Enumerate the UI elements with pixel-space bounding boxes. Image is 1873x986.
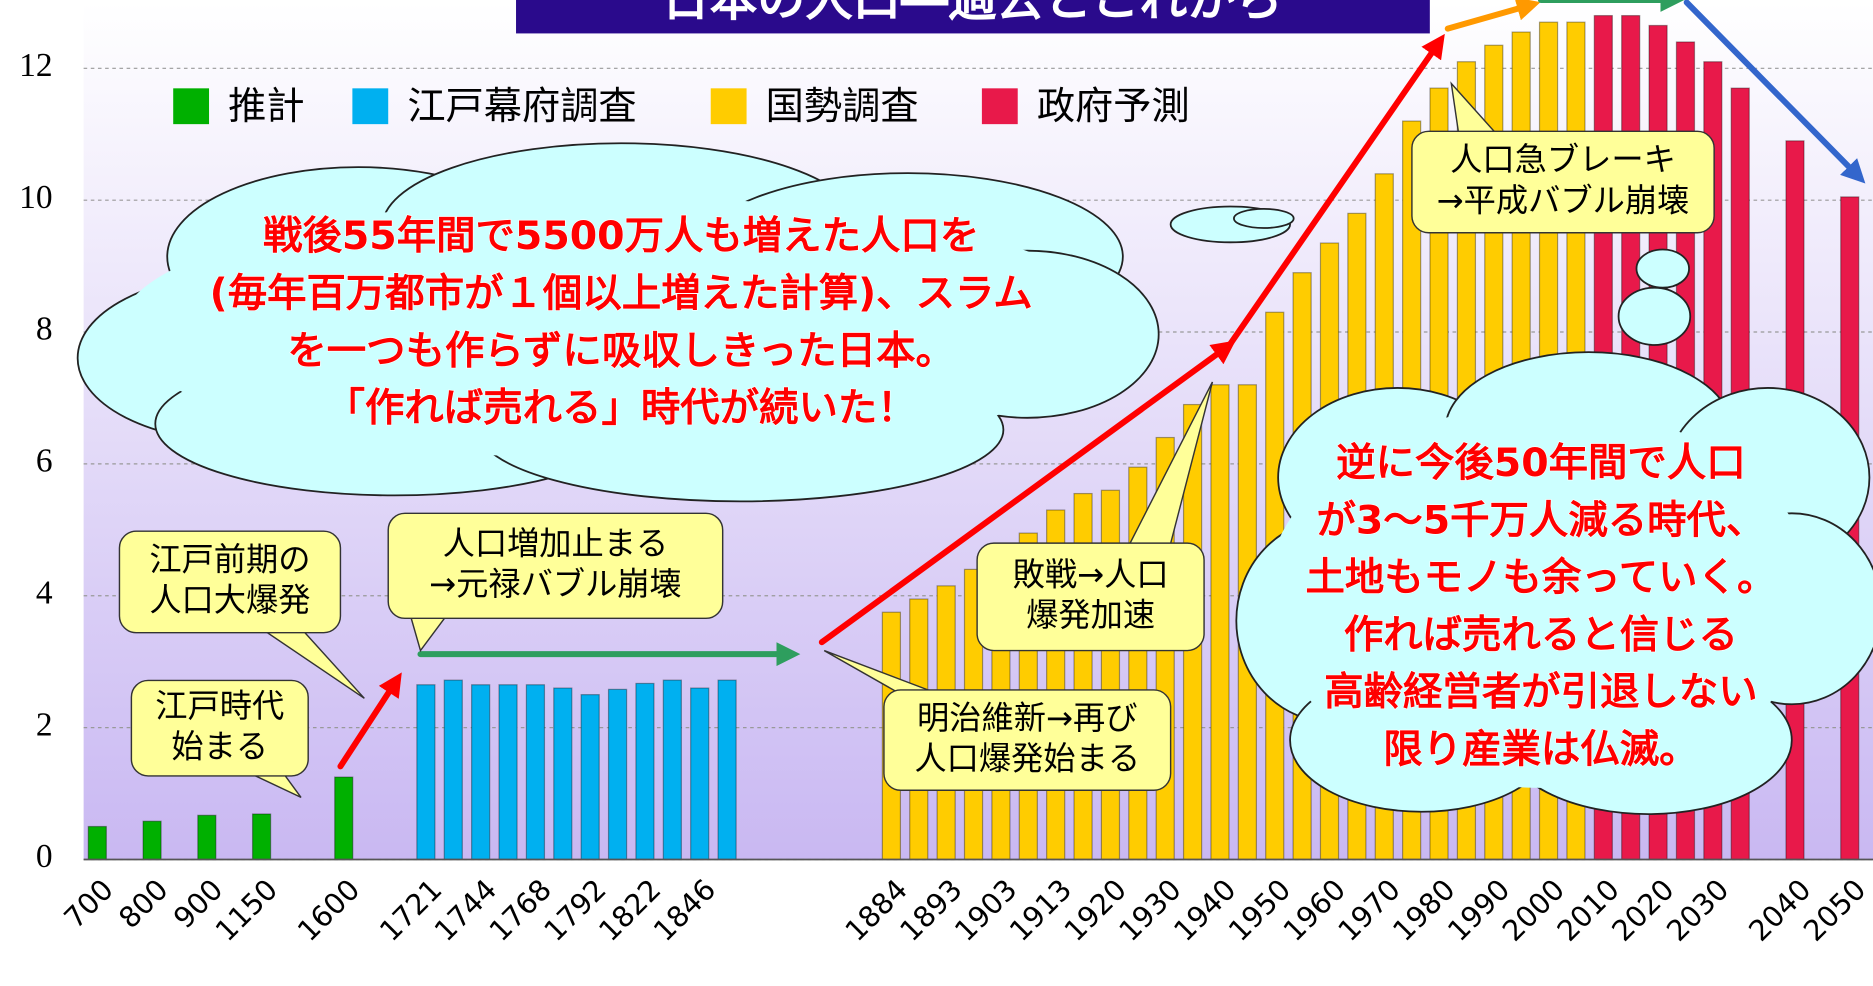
callout-text: 始まる	[171, 727, 268, 765]
y-tick-label: 6	[36, 443, 53, 480]
bar	[253, 814, 271, 859]
bar	[554, 688, 572, 859]
bar	[417, 685, 435, 860]
x-tick-label: 1950	[1222, 872, 1298, 948]
cloud-text: 高齢経営者が引退しない	[1324, 669, 1757, 715]
legend-label: 推計	[228, 85, 304, 129]
x-tick-label: 1884	[838, 872, 914, 948]
bar	[1211, 385, 1229, 860]
x-tick-label: 1970	[1331, 872, 1407, 948]
x-tick-label: 2000	[1495, 872, 1571, 948]
x-tick-label: 1990	[1441, 872, 1517, 948]
y-tick-label: 2	[36, 706, 53, 743]
x-tick-label: 1768	[482, 872, 558, 948]
bar	[718, 680, 736, 859]
callout-text: →平成バブル崩壊	[1437, 181, 1690, 219]
callout-text: →元禄バブル崩壊	[429, 565, 682, 603]
x-tick-label: 2020	[1605, 872, 1681, 948]
chart-title: 日本の人口―過去とこれから	[662, 0, 1283, 27]
callout-text: 江戸前期の	[149, 541, 310, 579]
x-tick-label: 1721	[373, 872, 449, 948]
legend-label: 江戸幕府調査	[407, 85, 636, 129]
y-tick-label: 12	[19, 47, 52, 84]
x-tick-label: 2040	[1742, 872, 1818, 948]
cloud-text: 作れば売れると信じる	[1344, 612, 1738, 658]
x-tick-label: 2050	[1797, 872, 1873, 948]
cloud-text: (毎年百万都市が１個以上増えた計算)、スラム	[210, 271, 1033, 317]
callout-text: 人口急ブレーキ	[1450, 141, 1676, 179]
cloud-text: 逆に今後50年間で人口	[1336, 440, 1745, 486]
x-tick-label: 1792	[537, 872, 613, 948]
legend-swatch	[711, 88, 747, 124]
y-tick-label: 0	[36, 838, 53, 875]
bar	[88, 827, 106, 860]
legend-swatch	[173, 88, 209, 124]
page: {"chart_data": { "type": "bar", "title":…	[0, 0, 1873, 986]
bar	[499, 685, 517, 860]
callout-cover	[254, 618, 295, 631]
x-tick-label: 1903	[948, 872, 1024, 948]
bar	[198, 815, 216, 859]
callout-text: 人口増加止まる	[443, 525, 669, 563]
bar	[335, 777, 353, 859]
x-tick-label: 1893	[893, 872, 969, 948]
y-tick-label: 4	[36, 574, 53, 611]
callout-text: 明治維新→再び	[917, 699, 1137, 737]
callout-text: 人口爆発始まる	[914, 739, 1140, 777]
bar	[444, 680, 462, 859]
x-tick-label: 1913	[1003, 872, 1079, 948]
bar	[663, 680, 681, 859]
callout-text: 江戸時代	[155, 687, 284, 725]
y-tick-label: 8	[36, 311, 53, 348]
chart: 0246810127008009001150160017211744176817…	[0, 0, 1873, 986]
x-tick-label: 1980	[1386, 872, 1462, 948]
x-tick-label: 700	[57, 872, 120, 935]
cloud-text: を一つも作らずに吸収しきった日本。	[287, 328, 955, 374]
cloud-text: 土地もモノも余っていく。	[1305, 555, 1776, 601]
cloud-text: が3～5千万人減る時代、	[1316, 497, 1765, 543]
y-tick-label: 10	[19, 179, 52, 216]
bar	[609, 689, 627, 859]
bar	[691, 688, 709, 859]
legend-swatch	[352, 88, 388, 124]
cloud-text: 限り産業は仏滅。	[1383, 727, 1698, 773]
x-tick-label: 1940	[1167, 872, 1243, 948]
x-tick-label: 1822	[592, 872, 668, 948]
x-tick-label: 800	[112, 872, 175, 935]
x-tick-label: 1150	[209, 872, 285, 948]
callout-text: 爆発加速	[1026, 596, 1155, 634]
cloud-text: 「作れば売れる」時代が続いた！	[326, 385, 917, 431]
x-tick-label: 1920	[1057, 872, 1133, 948]
x-tick-label: 1930	[1112, 872, 1188, 948]
x-tick-label: 2030	[1660, 872, 1736, 948]
cloud-text: 戦後55年間で5500万人も増えた人口を	[263, 213, 979, 259]
bar	[143, 821, 161, 859]
legend-label: 政府予測	[1037, 85, 1190, 129]
callout-text: 人口大爆発	[149, 581, 310, 619]
bar	[636, 683, 654, 859]
x-tick-label: 1846	[647, 872, 723, 948]
bar	[472, 685, 490, 860]
bar	[581, 695, 599, 860]
bar	[526, 685, 544, 860]
callout-text: 敗戦→人口	[1013, 556, 1169, 594]
callout-cover	[410, 604, 451, 617]
x-tick-label: 1600	[291, 872, 367, 948]
x-tick-label: 1744	[428, 872, 504, 948]
legend-label: 国勢調査	[766, 85, 919, 129]
x-tick-label: 1960	[1276, 872, 1352, 948]
legend-swatch	[982, 88, 1018, 124]
x-tick-label: 2010	[1550, 872, 1626, 948]
